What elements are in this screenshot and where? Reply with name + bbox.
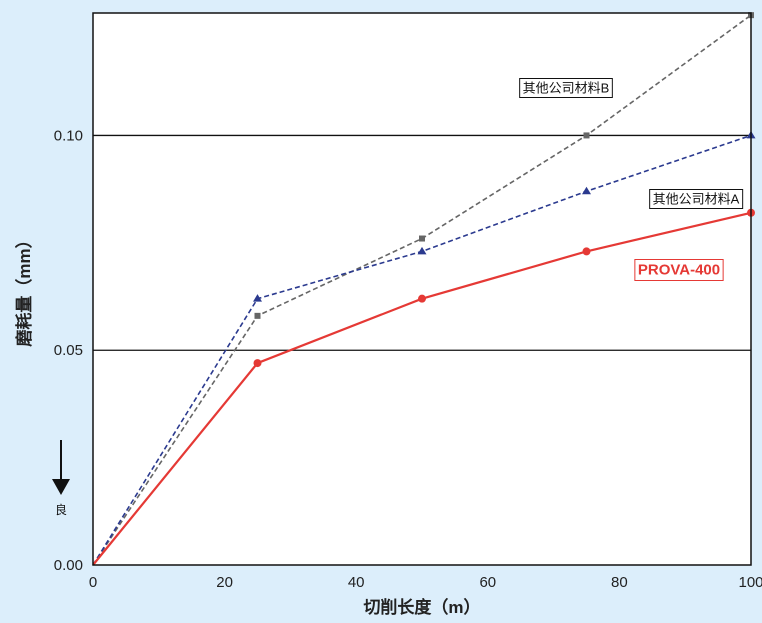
better-direction-label: 良 [55, 502, 67, 517]
y-tick-label: 0.10 [54, 127, 83, 144]
label-competitor-a: 其他公司材料A [649, 189, 744, 209]
label-prova-400-box [634, 259, 724, 281]
better-direction-indicator: 良 [52, 440, 70, 517]
y-tick-label: 0.05 [54, 342, 83, 359]
series-prova-400-point [418, 294, 426, 303]
series-labels: 其他公司材料B 其他公司材料A PROVA-400 [519, 78, 744, 281]
label-competitor-b-text: 其他公司材料B [523, 81, 610, 96]
y-axis-title: 磨耗量（mm） [14, 231, 34, 346]
label-prova-400: PROVA-400 [634, 259, 724, 281]
x-tick-label: 0 [89, 574, 97, 591]
series-competitor-a [92, 130, 756, 566]
tick-labels: 0.00 0.05 0.10 0 20 40 60 80 100 [54, 127, 762, 591]
x-tick-label: 60 [479, 574, 496, 591]
x-tick-label: 100 [738, 574, 762, 591]
label-competitor-b: 其他公司材料B [519, 78, 613, 98]
plot-area [93, 13, 751, 565]
label-competitor-a-box [649, 189, 744, 209]
x-tick-label: 20 [216, 574, 233, 591]
series-prova-400-point [582, 247, 591, 256]
grid-lines [93, 134, 751, 351]
arrow-head-icon [52, 479, 70, 495]
series-competitor-b-point [419, 235, 425, 242]
x-axis-title: 切削长度（m） [363, 597, 480, 617]
series-competitor-a-point [253, 294, 262, 302]
series-prova-400-point [253, 359, 262, 368]
series-competitor-a-point [417, 246, 427, 255]
label-competitor-b-box [519, 78, 613, 98]
series-competitor-b-point [254, 312, 261, 319]
series-competitor-b-point [583, 132, 590, 139]
x-tick-label: 40 [348, 574, 365, 591]
x-tick-label: 80 [611, 574, 628, 591]
label-competitor-a-text: 其他公司材料A [653, 192, 740, 207]
series-competitor-a-point [582, 186, 591, 195]
y-tick-label: 0.00 [54, 557, 83, 574]
plot-frame [92, 12, 752, 566]
label-prova-400-text: PROVA-400 [638, 262, 720, 279]
series-prova-400 [92, 208, 755, 566]
series-layer [92, 12, 756, 566]
